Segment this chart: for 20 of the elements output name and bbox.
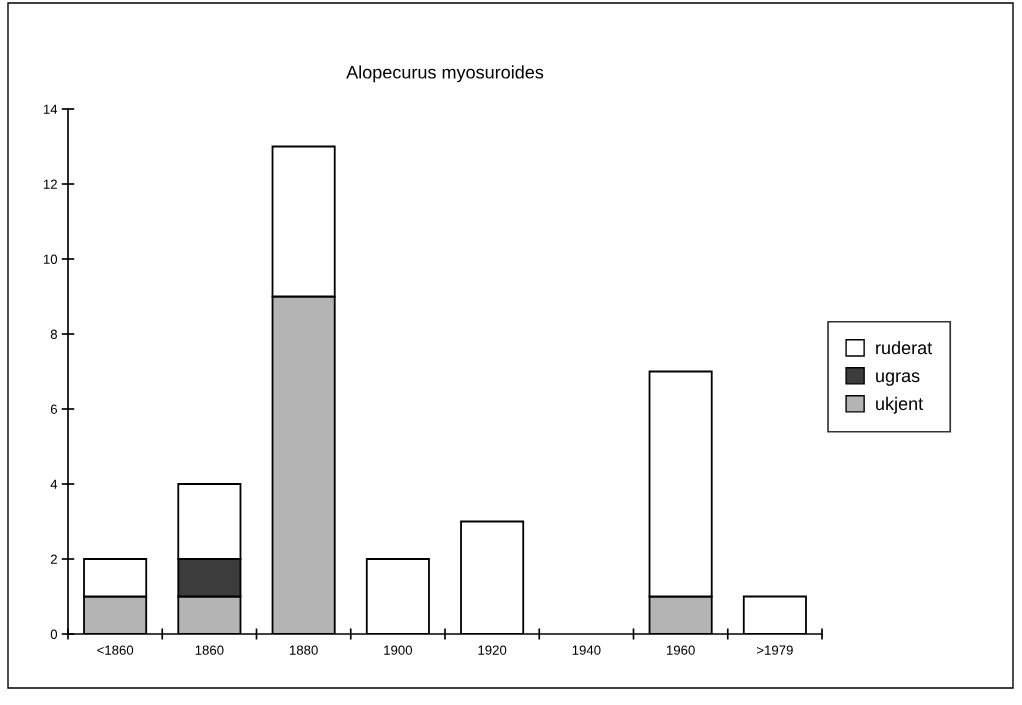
chart-title: Alopecurus myosuroides (346, 65, 544, 83)
x-tick-label: 1960 (666, 645, 695, 655)
y-tick-label: 8 (50, 329, 58, 339)
y-tick-label: 12 (43, 179, 57, 189)
x-tick-label: 1920 (478, 645, 507, 655)
y-tick-label: 2 (50, 554, 57, 564)
x-tick-label: 1860 (195, 645, 224, 655)
legend-label: ugras (876, 372, 920, 386)
y-tick-label: 10 (43, 254, 58, 264)
legend-label: ruderat (876, 340, 933, 355)
x-tick-label: <1860 (97, 645, 134, 655)
x-tick-label: >1979 (757, 645, 793, 655)
y-tick-label: 6 (50, 404, 57, 414)
y-tick-label: 0 (50, 629, 58, 639)
legend-label: ukjent (876, 396, 924, 414)
x-tick-label: 1900 (384, 645, 413, 655)
y-tick-label: 14 (43, 104, 58, 114)
y-tick-label: 4 (50, 479, 58, 489)
x-tick-label: 1940 (572, 645, 601, 655)
x-tick-label: 1880 (289, 645, 318, 655)
